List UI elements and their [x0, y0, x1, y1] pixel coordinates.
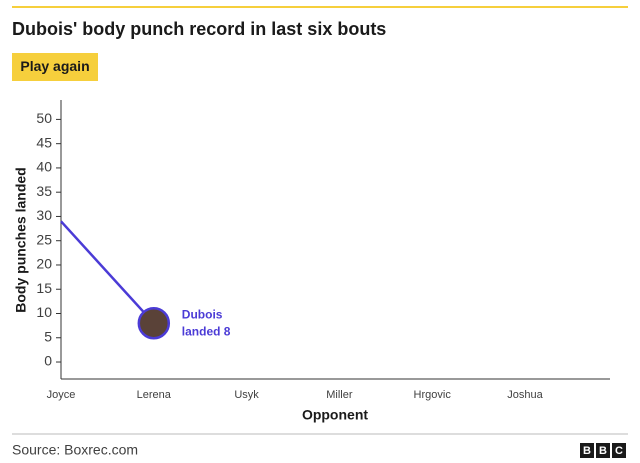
- y-tick-label: 30: [36, 207, 52, 223]
- logo-block: [580, 443, 594, 458]
- x-tick-label: Joyce: [47, 389, 76, 401]
- y-tick-label: 40: [36, 159, 52, 175]
- y-axis-title: Body punches landed: [13, 167, 29, 312]
- data-line: [60, 220, 155, 325]
- y-tick-label: 10: [36, 304, 52, 320]
- logo-letter: B: [599, 445, 607, 457]
- x-axis-title: Opponent: [302, 407, 368, 423]
- button-bg[interactable]: [12, 53, 98, 81]
- x-tick-label: Joshua: [507, 389, 543, 401]
- logo-letter: B: [583, 445, 591, 457]
- play-button[interactable]: Play again: [12, 53, 98, 81]
- y-tick-label: 25: [36, 231, 52, 247]
- logo-block: [612, 443, 626, 458]
- annotation: landed 8: [182, 324, 231, 338]
- x-tick-label: Lerena: [137, 389, 172, 401]
- y-tick-label: 45: [36, 134, 52, 150]
- y-tick-label: 15: [36, 280, 52, 296]
- y-tick-label: 35: [36, 183, 52, 199]
- x-tick-label: Usyk: [234, 389, 259, 401]
- logo-block: [596, 443, 610, 458]
- logo-letter: C: [615, 445, 623, 457]
- chart-title: Dubois' body punch record in last six bo…: [12, 19, 386, 39]
- button-label[interactable]: Play again: [20, 58, 89, 74]
- x-tick-label: Miller: [326, 389, 353, 401]
- y-tick-label: 20: [36, 256, 52, 272]
- annotation: Dubois: [182, 307, 223, 321]
- y-tick-label: 5: [44, 328, 52, 344]
- source: Source: Boxrec.com: [12, 442, 138, 458]
- x-tick-label: Hrgovic: [414, 389, 452, 401]
- y-tick-label: 0: [44, 353, 52, 369]
- y-tick-label: 50: [36, 110, 52, 126]
- marker: [137, 306, 171, 340]
